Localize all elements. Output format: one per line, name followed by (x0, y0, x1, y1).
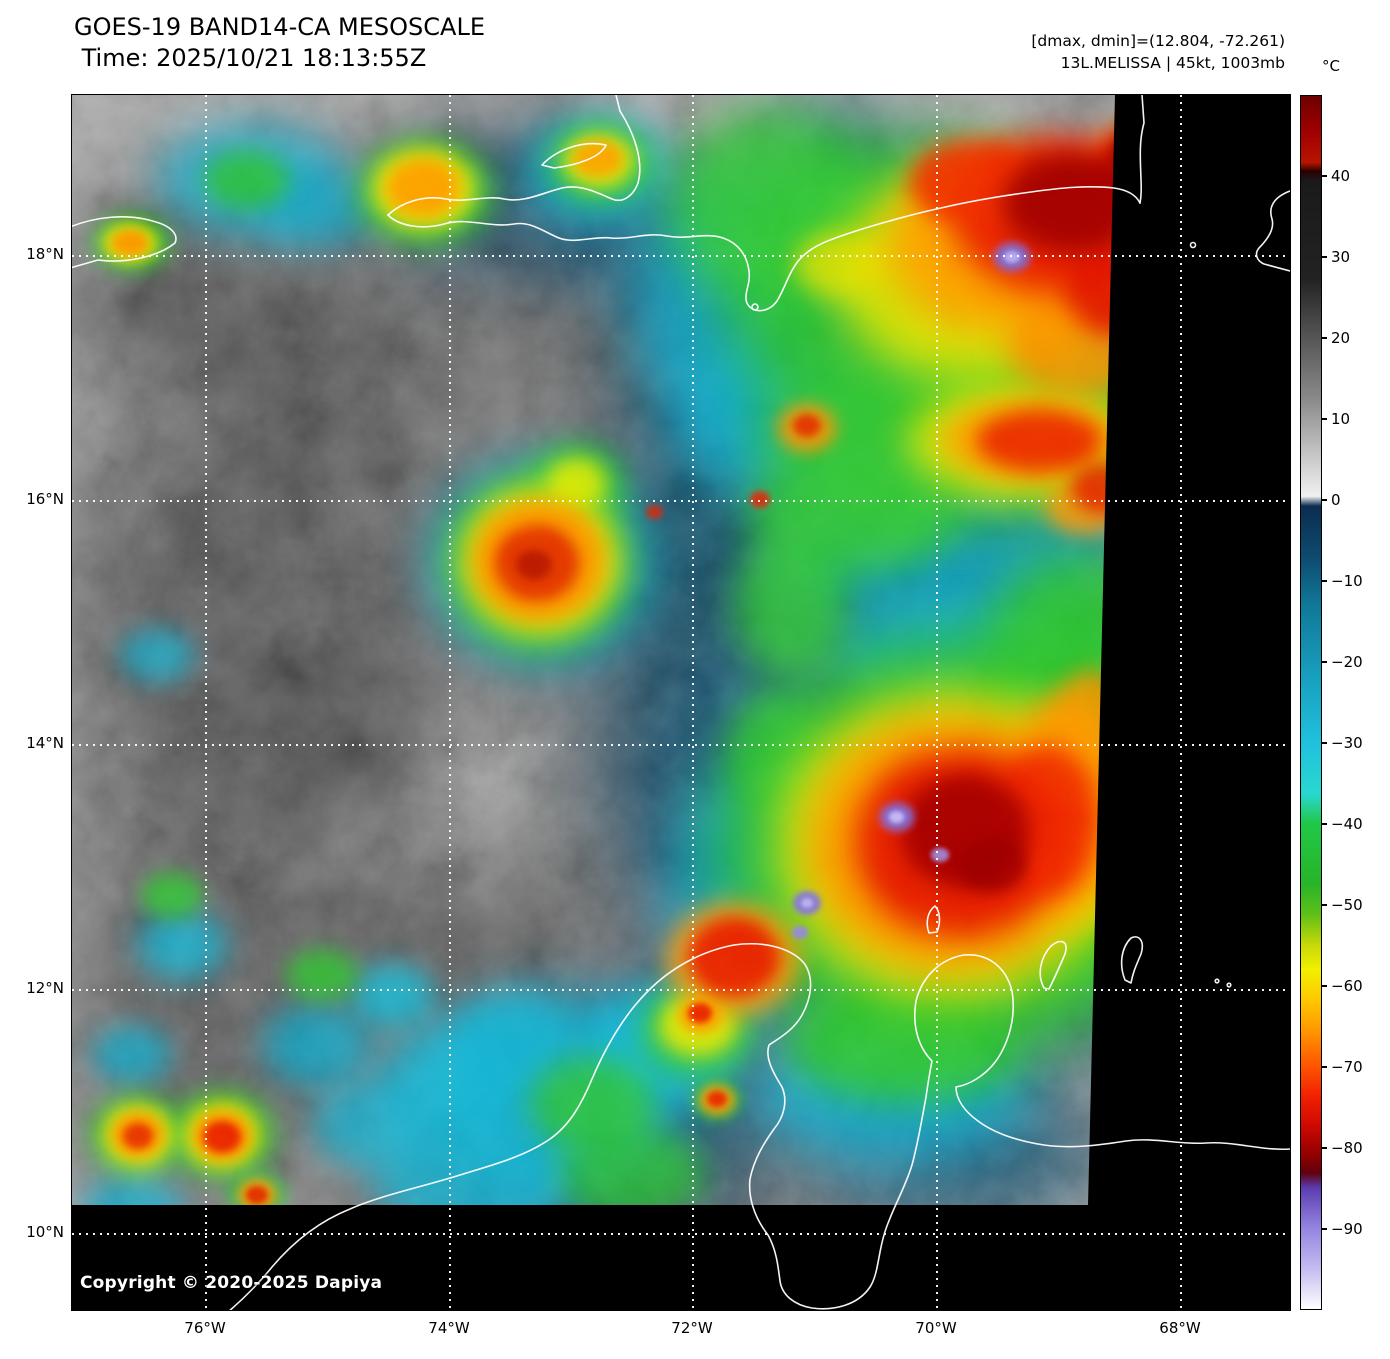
island-mona (1189, 241, 1197, 249)
colorbar-unit-label: °C (1322, 57, 1340, 75)
gridline-lat-14n (72, 744, 1290, 746)
colorbar-tick-label: 20 (1331, 329, 1351, 347)
colorbar: 40 30 20 10 0 −10 −20 −30 −40 −50 −60 −7… (1300, 95, 1386, 1310)
colorbar-tick-label: −70 (1331, 1058, 1363, 1076)
colorbar-tick-label: 40 (1331, 167, 1351, 185)
lon-label-70w: 70°W (915, 1319, 957, 1337)
colorbar-tick-label: −20 (1331, 653, 1363, 671)
gridline-lat-18n (72, 255, 1290, 257)
figure-header: GOES-19 BAND14-CA MESOSCALE Time: 2025/1… (74, 12, 485, 74)
colorbar-tick-label: 30 (1331, 248, 1351, 266)
satellite-imagery (72, 95, 1115, 1205)
lat-label-18n: 18°N (26, 245, 64, 263)
gridline-lon-74w (449, 95, 451, 1310)
figure-title: GOES-19 BAND14-CA MESOSCALE (74, 13, 485, 41)
island-los-roques-2 (1226, 982, 1232, 988)
gridline-lon-72w (692, 95, 694, 1310)
colorbar-gradient (1300, 95, 1322, 1310)
colorbar-tick-label: −60 (1331, 977, 1363, 995)
dmax-dmin-readout: [dmax, dmin]=(12.804, -72.261) (1031, 32, 1285, 50)
figure-timestamp: Time: 2025/10/21 18:13:55Z (74, 44, 427, 72)
lon-label-74w: 74°W (428, 1319, 470, 1337)
cloud-texture-noise (72, 95, 1115, 1205)
gridline-lat-12n (72, 989, 1290, 991)
gridline-lat-16n (72, 500, 1290, 502)
colorbar-tick-label: −80 (1331, 1139, 1363, 1157)
lon-label-76w: 76°W (184, 1319, 226, 1337)
colorbar-tick-label: −90 (1331, 1220, 1363, 1238)
lat-label-12n: 12°N (26, 979, 64, 997)
cloud-blob (1112, 126, 1115, 184)
island-bonaire (1120, 936, 1144, 984)
lat-label-14n: 14°N (26, 734, 64, 752)
colorbar-tick-label: −30 (1331, 734, 1363, 752)
lon-label-68w: 68°W (1159, 1319, 1201, 1337)
colorbar-tick-label: −40 (1331, 815, 1363, 833)
figure-info: [dmax, dmin]=(12.804, -72.261) 13L.MELIS… (1031, 30, 1285, 74)
coastline-puerto-rico-west (1255, 190, 1290, 272)
island-los-roques-1 (1214, 978, 1220, 984)
copyright-label: Copyright © 2020-2025 Dapiya (80, 1273, 383, 1293)
map-panel: Copyright © 2020-2025 Dapiya (71, 94, 1291, 1311)
gridline-lon-70w (936, 95, 938, 1310)
gridline-lon-76w (205, 95, 207, 1310)
colorbar-tick-label: −10 (1331, 572, 1363, 590)
coastline-hispaniola-east (1139, 95, 1145, 204)
colorbar-tick-label: 10 (1331, 410, 1351, 428)
gridline-lat-10n (72, 1233, 1290, 1235)
lat-label-10n: 10°N (26, 1223, 64, 1241)
lat-label-16n: 16°N (26, 490, 64, 508)
colorbar-tick-label: −50 (1331, 896, 1363, 914)
gridline-lon-68w (1180, 95, 1182, 1310)
storm-readout: 13L.MELISSA | 45kt, 1003mb (1060, 54, 1285, 72)
lon-label-72w: 72°W (671, 1319, 713, 1337)
colorbar-tick-label: 0 (1331, 491, 1341, 509)
